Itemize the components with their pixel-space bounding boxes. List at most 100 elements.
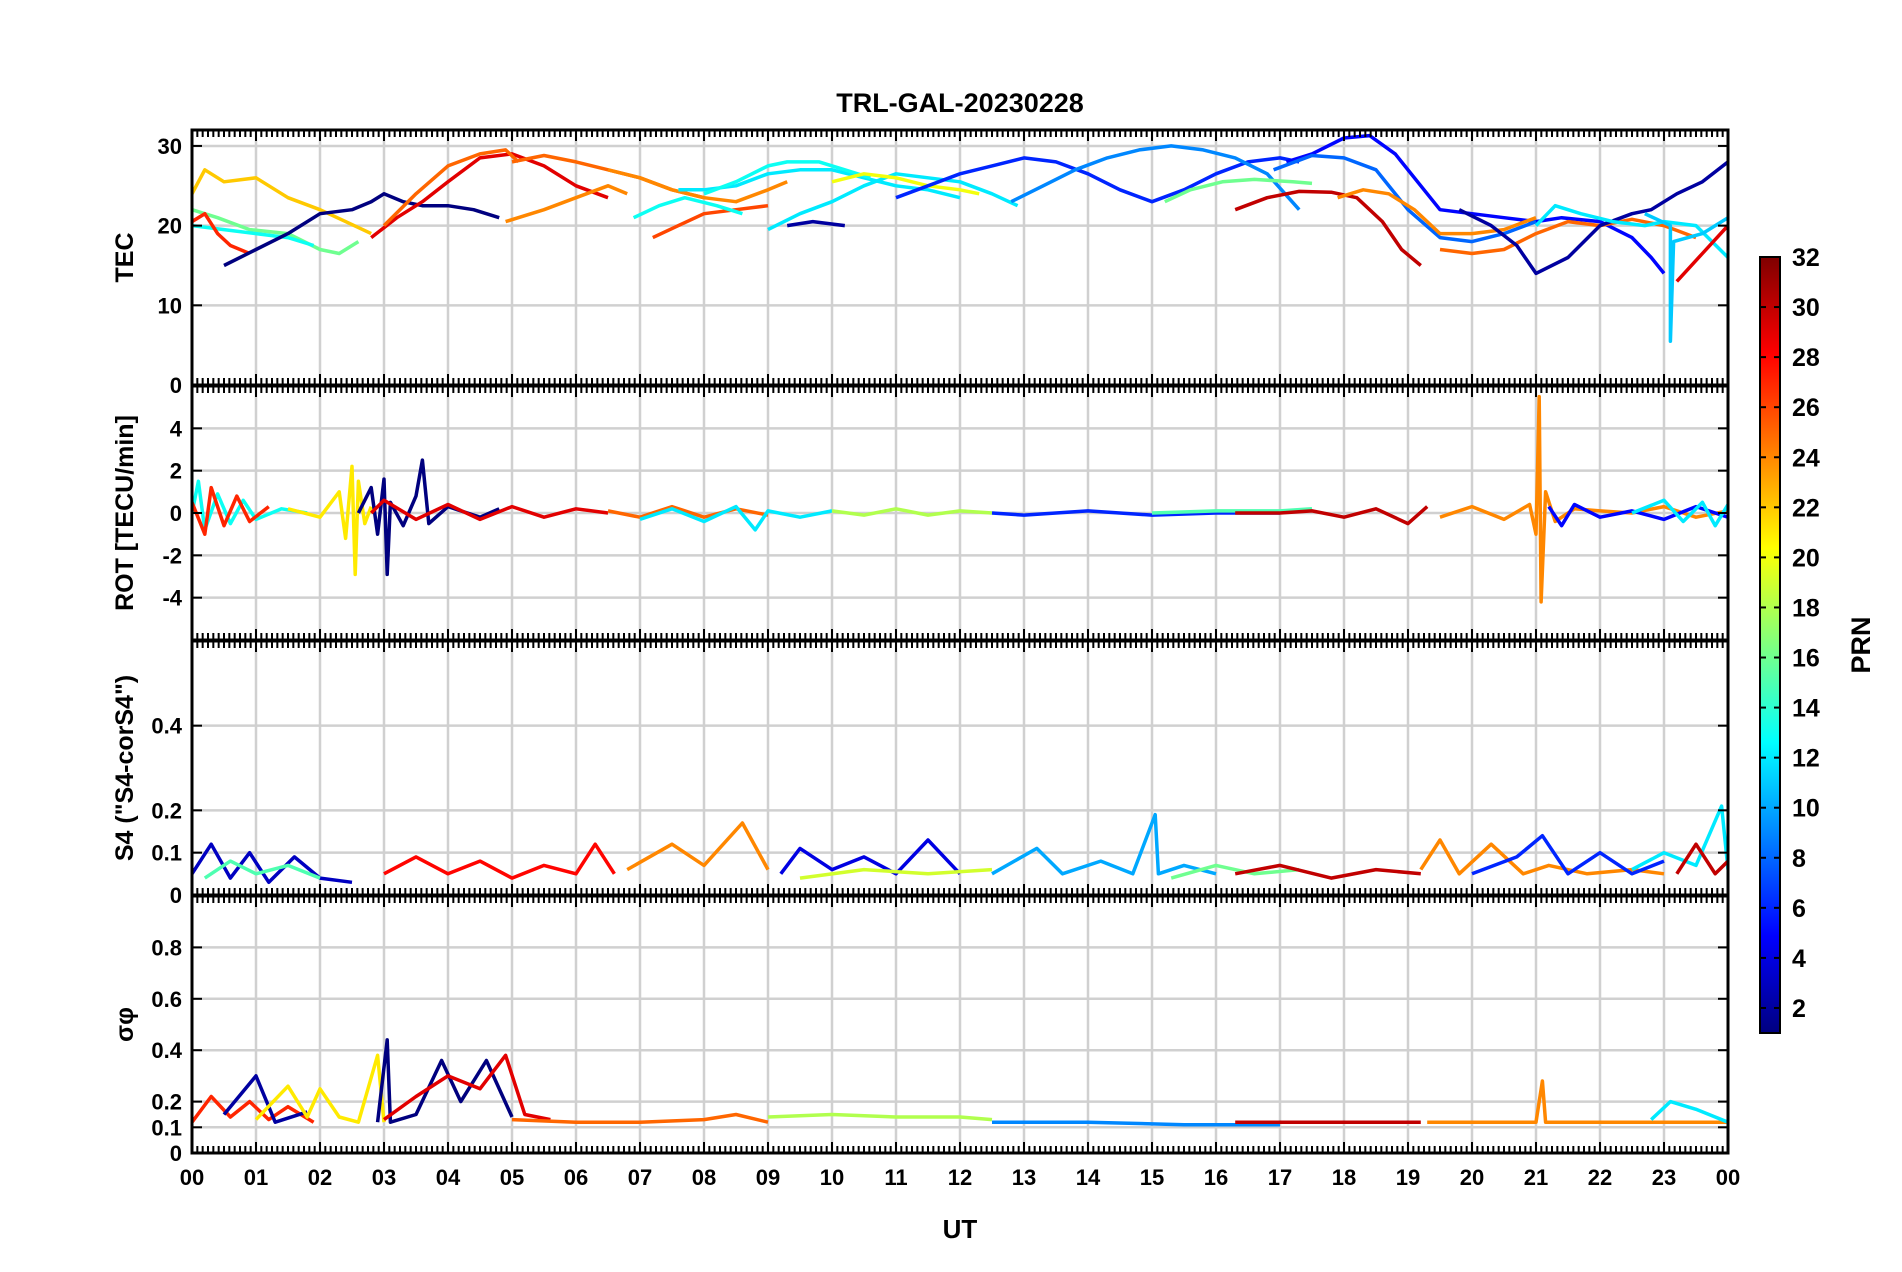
y-tick-label: 0.8	[151, 935, 182, 960]
y-tick-label: 2	[170, 459, 182, 484]
y-axis-label: ROT [TECU/min]	[111, 415, 139, 611]
series-prn-8	[1272, 153, 1537, 244]
series-prn-27	[192, 211, 251, 256]
x-tick-label: 00	[180, 1165, 204, 1190]
series-prn-6	[991, 509, 1280, 517]
x-tick-label: 18	[1332, 1165, 1356, 1190]
y-tick-label: 0.4	[151, 714, 182, 739]
y-tick-label: 0	[170, 373, 182, 398]
y-tick-label: 0	[170, 1141, 182, 1166]
series-prn-30	[1234, 863, 1421, 880]
series-prn-30	[1675, 842, 1728, 876]
panel-rot: -4 -2 0 2 4 ROT [TECU/min]	[111, 384, 1730, 642]
panel-sigma: 00.10.2 0.4 0.6 0.8 σφ 00 01 02 03 04 05 06 07 08 09 10…	[111, 894, 1740, 1190]
y-tick-label: -2	[162, 543, 182, 568]
colorbar-tick-label: 20	[1792, 544, 1820, 572]
series-prn-5	[1547, 502, 1728, 528]
y-tick-label: 0.1	[151, 1115, 182, 1140]
series-prn-21	[254, 1053, 386, 1124]
colorbar-tick-label: 26	[1792, 394, 1820, 422]
prn-colorbar: 32 30 28 26 24 22 20 18 16 14 12 10 8 6 4 2 PRN	[1759, 244, 1876, 1034]
colorbar-tick-label: 32	[1792, 244, 1820, 272]
y-tick-label: 0.6	[151, 987, 182, 1012]
series-prn-18	[767, 1112, 993, 1122]
series-prn-24	[626, 821, 770, 872]
x-tick-label: 01	[244, 1165, 268, 1190]
series-prn-29	[1675, 224, 1728, 283]
series-prn-18	[831, 507, 993, 517]
series-prn-29	[369, 498, 609, 522]
series-prn-11	[1644, 212, 1728, 343]
y-axis-label: σφ	[111, 1007, 139, 1042]
colorbar-scale	[1759, 256, 1781, 1034]
series-prn-24	[607, 168, 788, 204]
series-prn-29	[370, 152, 609, 239]
x-tick-label: 04	[436, 1165, 461, 1190]
series-prn-24	[1337, 188, 1537, 236]
series-prn-10	[991, 812, 1217, 876]
series-prn-28	[383, 842, 616, 880]
series-prn-27	[192, 485, 270, 536]
x-axis-label: UT	[943, 1214, 978, 1244]
colorbar-tick-label: 2	[1792, 995, 1806, 1023]
series-group	[192, 133, 1728, 343]
x-tick-label: 05	[500, 1165, 524, 1190]
series-prn-6	[895, 156, 1300, 204]
x-tick-label: 17	[1268, 1165, 1292, 1190]
colorbar-tick-label: 10	[1792, 795, 1820, 823]
series-prn-16	[1164, 177, 1313, 204]
colorbar-tick-label: 4	[1792, 945, 1806, 973]
colorbar-tick-label: 8	[1792, 845, 1806, 873]
series-prn-25	[511, 1112, 769, 1124]
series-prn-30	[1234, 189, 1422, 267]
colorbar-tick-label: 12	[1792, 745, 1820, 773]
panel-s4: 0 0.1 0.2 0.4 S4 ("S4-corS4")	[111, 639, 1730, 908]
series-prn-13	[632, 195, 743, 220]
y-tick-label: -4	[162, 586, 182, 611]
series-group	[192, 394, 1728, 604]
y-tick-label: 0	[170, 501, 182, 526]
series-prn-13	[192, 479, 308, 532]
series-prn-2	[1458, 160, 1728, 276]
colorbar-tick-label: 14	[1792, 695, 1820, 723]
y-tick-label: 4	[170, 416, 183, 441]
x-tick-label: 19	[1396, 1165, 1420, 1190]
x-tick-label: 22	[1588, 1165, 1612, 1190]
series-prn-2	[786, 219, 846, 228]
series-prn-15	[1151, 507, 1313, 515]
series-prn-12	[1534, 203, 1728, 259]
y-tick-label: 0.4	[151, 1038, 182, 1063]
series-prn-12	[1631, 804, 1728, 872]
series-prn-6	[1471, 833, 1665, 876]
series-prn-2	[222, 1074, 308, 1124]
y-tick-label: 0.2	[151, 798, 182, 823]
y-tick-label: 20	[158, 214, 182, 239]
colorbar-tick-label: 30	[1792, 294, 1820, 322]
x-tick-label: 20	[1460, 1165, 1484, 1190]
x-tick-label: 12	[948, 1165, 972, 1190]
colorbar-label: PRN	[1846, 616, 1876, 673]
series-prn-12	[767, 172, 1019, 232]
series-prn-20	[831, 172, 980, 196]
y-tick-label: 0.1	[151, 841, 182, 866]
series-prn-12	[1631, 498, 1728, 528]
series-prn-26	[652, 203, 769, 240]
series-prn-25	[607, 504, 769, 519]
x-tick-label: 02	[308, 1165, 332, 1190]
colorbar-tick-label: 24	[1792, 444, 1820, 472]
series-prn-9	[992, 1120, 1280, 1127]
series-prn-30	[1235, 505, 1429, 526]
y-axis-label: S4 ("S4-corS4")	[111, 675, 139, 861]
series-prn-21	[287, 464, 373, 577]
series-prn-24	[1427, 1079, 1728, 1124]
series-prn-22	[192, 168, 372, 236]
x-tick-label: 06	[564, 1165, 588, 1190]
series-prn-24	[1419, 838, 1665, 876]
chart-title: TRL-GAL-20230228	[836, 88, 1084, 118]
colorbar-tick-label: 6	[1792, 895, 1806, 923]
series-prn-24	[1439, 394, 1728, 604]
series-prn-1	[223, 192, 500, 268]
x-tick-label: 16	[1204, 1165, 1228, 1190]
